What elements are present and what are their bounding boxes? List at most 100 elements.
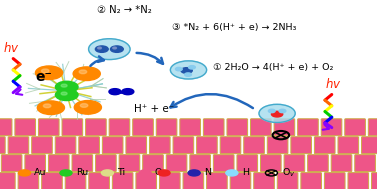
FancyBboxPatch shape xyxy=(86,119,106,136)
FancyBboxPatch shape xyxy=(207,173,227,189)
FancyBboxPatch shape xyxy=(0,173,15,189)
Text: Ru: Ru xyxy=(76,168,88,177)
FancyBboxPatch shape xyxy=(2,155,22,172)
FancyBboxPatch shape xyxy=(55,137,76,154)
FancyBboxPatch shape xyxy=(277,173,298,189)
Circle shape xyxy=(122,89,134,95)
FancyBboxPatch shape xyxy=(126,137,147,154)
FancyBboxPatch shape xyxy=(25,155,46,172)
Circle shape xyxy=(95,46,108,52)
Circle shape xyxy=(139,170,151,176)
Circle shape xyxy=(185,73,192,76)
Text: ② N₂ → *N₂: ② N₂ → *N₂ xyxy=(97,5,152,15)
FancyBboxPatch shape xyxy=(197,137,217,154)
Circle shape xyxy=(61,92,67,95)
Circle shape xyxy=(37,101,64,115)
FancyBboxPatch shape xyxy=(203,119,224,136)
FancyBboxPatch shape xyxy=(62,119,83,136)
FancyBboxPatch shape xyxy=(159,173,180,189)
Circle shape xyxy=(279,109,286,113)
Text: N: N xyxy=(204,168,211,177)
FancyBboxPatch shape xyxy=(0,119,12,136)
FancyBboxPatch shape xyxy=(180,119,201,136)
FancyBboxPatch shape xyxy=(274,119,295,136)
Circle shape xyxy=(73,67,100,81)
FancyBboxPatch shape xyxy=(291,137,311,154)
Circle shape xyxy=(101,170,113,176)
FancyBboxPatch shape xyxy=(284,155,305,172)
FancyBboxPatch shape xyxy=(220,137,241,154)
Circle shape xyxy=(188,66,195,69)
Circle shape xyxy=(18,170,31,176)
FancyBboxPatch shape xyxy=(119,155,140,172)
FancyBboxPatch shape xyxy=(213,155,234,172)
Circle shape xyxy=(158,170,170,176)
Text: H: H xyxy=(242,168,249,177)
FancyBboxPatch shape xyxy=(38,119,59,136)
FancyBboxPatch shape xyxy=(244,137,264,154)
Circle shape xyxy=(35,66,63,80)
FancyBboxPatch shape xyxy=(136,173,156,189)
Circle shape xyxy=(55,81,78,93)
FancyBboxPatch shape xyxy=(267,137,288,154)
FancyBboxPatch shape xyxy=(190,155,210,172)
FancyBboxPatch shape xyxy=(324,173,345,189)
FancyBboxPatch shape xyxy=(156,119,177,136)
FancyBboxPatch shape xyxy=(143,155,163,172)
FancyBboxPatch shape xyxy=(230,173,251,189)
FancyBboxPatch shape xyxy=(48,155,69,172)
FancyBboxPatch shape xyxy=(183,173,204,189)
FancyBboxPatch shape xyxy=(308,155,328,172)
Circle shape xyxy=(61,84,67,87)
FancyBboxPatch shape xyxy=(149,137,170,154)
FancyBboxPatch shape xyxy=(109,119,130,136)
Circle shape xyxy=(80,104,88,107)
FancyBboxPatch shape xyxy=(18,173,39,189)
FancyBboxPatch shape xyxy=(348,173,369,189)
FancyBboxPatch shape xyxy=(338,137,359,154)
Circle shape xyxy=(89,39,130,60)
FancyBboxPatch shape xyxy=(96,155,116,172)
Circle shape xyxy=(74,101,101,114)
FancyBboxPatch shape xyxy=(0,137,5,154)
Text: H⁺ + e⁻: H⁺ + e⁻ xyxy=(135,104,175,114)
Text: ① 2H₂O → 4(H⁺ + e) + O₂: ① 2H₂O → 4(H⁺ + e) + O₂ xyxy=(213,63,334,72)
FancyBboxPatch shape xyxy=(166,155,187,172)
FancyBboxPatch shape xyxy=(15,119,35,136)
FancyBboxPatch shape xyxy=(345,119,365,136)
Circle shape xyxy=(110,46,123,52)
FancyBboxPatch shape xyxy=(102,137,123,154)
Circle shape xyxy=(79,70,87,74)
FancyBboxPatch shape xyxy=(331,155,352,172)
FancyBboxPatch shape xyxy=(173,137,194,154)
Circle shape xyxy=(259,104,295,122)
FancyBboxPatch shape xyxy=(133,119,153,136)
FancyBboxPatch shape xyxy=(314,137,335,154)
Circle shape xyxy=(41,69,49,73)
FancyBboxPatch shape xyxy=(8,137,29,154)
Circle shape xyxy=(109,89,121,95)
FancyBboxPatch shape xyxy=(301,173,322,189)
Text: ③ *N₂ + 6(H⁺ + e) → 2NH₃: ③ *N₂ + 6(H⁺ + e) → 2NH₃ xyxy=(172,23,296,32)
FancyBboxPatch shape xyxy=(261,155,281,172)
Text: Ti: Ti xyxy=(117,168,126,177)
Text: $hv$: $hv$ xyxy=(3,41,20,55)
FancyBboxPatch shape xyxy=(41,173,62,189)
Circle shape xyxy=(188,170,200,176)
FancyBboxPatch shape xyxy=(355,155,375,172)
FancyBboxPatch shape xyxy=(79,137,100,154)
FancyBboxPatch shape xyxy=(371,173,377,189)
Circle shape xyxy=(175,67,182,71)
Text: $hv$: $hv$ xyxy=(325,77,342,91)
Circle shape xyxy=(170,61,207,79)
Circle shape xyxy=(55,89,78,101)
Text: Au: Au xyxy=(34,168,47,177)
Circle shape xyxy=(60,170,72,176)
Circle shape xyxy=(98,47,101,49)
FancyBboxPatch shape xyxy=(89,173,109,189)
Circle shape xyxy=(226,170,238,176)
FancyBboxPatch shape xyxy=(254,173,274,189)
FancyBboxPatch shape xyxy=(250,119,271,136)
Circle shape xyxy=(181,68,192,73)
FancyBboxPatch shape xyxy=(321,119,342,136)
